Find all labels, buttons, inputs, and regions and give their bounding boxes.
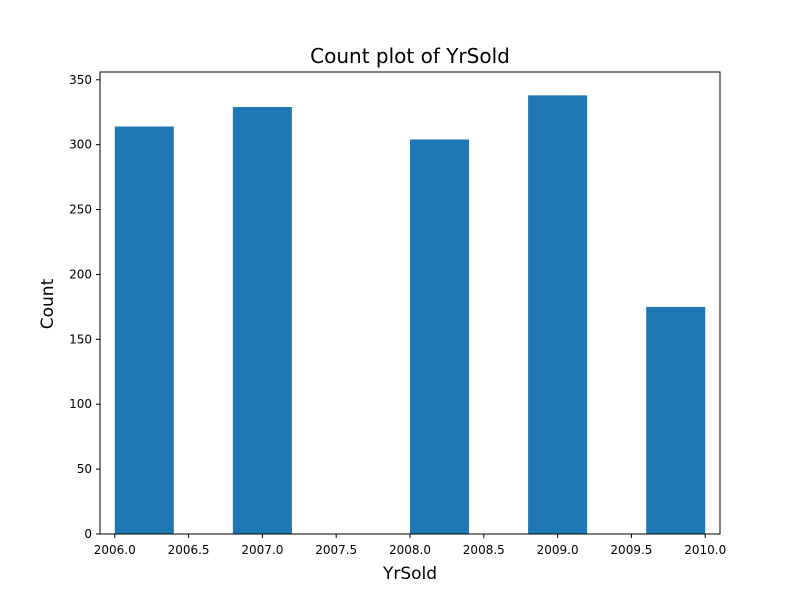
y-tick-label: 50 (77, 462, 92, 476)
x-tick-label: 2008.0 (389, 543, 431, 557)
x-tick-label: 2009.0 (537, 543, 579, 557)
x-axis-ticks: 2006.0 2006.5 2007.0 2007.5 2008.0 2008.5 2009… (94, 534, 726, 557)
bar-2 (410, 139, 470, 534)
x-tick-label: 2007.0 (241, 543, 283, 557)
y-axis-ticks: 0 50 100 150 200 250 300 350 (69, 73, 100, 541)
bar-3 (528, 95, 588, 534)
x-tick-label: 2006.5 (168, 543, 210, 557)
y-tick-label: 150 (69, 332, 92, 346)
y-axis-label: Count (38, 278, 58, 329)
x-tick-label: 2009.5 (610, 543, 652, 557)
y-tick-label: 300 (69, 138, 92, 152)
y-tick-label: 200 (69, 267, 92, 281)
bar-1 (232, 107, 292, 534)
x-tick-label: 2008.5 (463, 543, 505, 557)
y-tick-label: 250 (69, 203, 92, 217)
y-tick-label: 0 (84, 527, 92, 541)
y-tick-label: 350 (69, 73, 92, 87)
bar-4 (646, 306, 706, 534)
bar-0 (114, 126, 174, 534)
x-tick-label: 2010.0 (684, 543, 726, 557)
y-tick-label: 100 (69, 397, 92, 411)
bars-group (114, 95, 706, 534)
chart-title: Count plot of YrSold (310, 44, 510, 68)
x-axis-label: YrSold (382, 564, 437, 584)
x-tick-label: 2006.0 (94, 543, 136, 557)
x-tick-label: 2007.5 (315, 543, 357, 557)
